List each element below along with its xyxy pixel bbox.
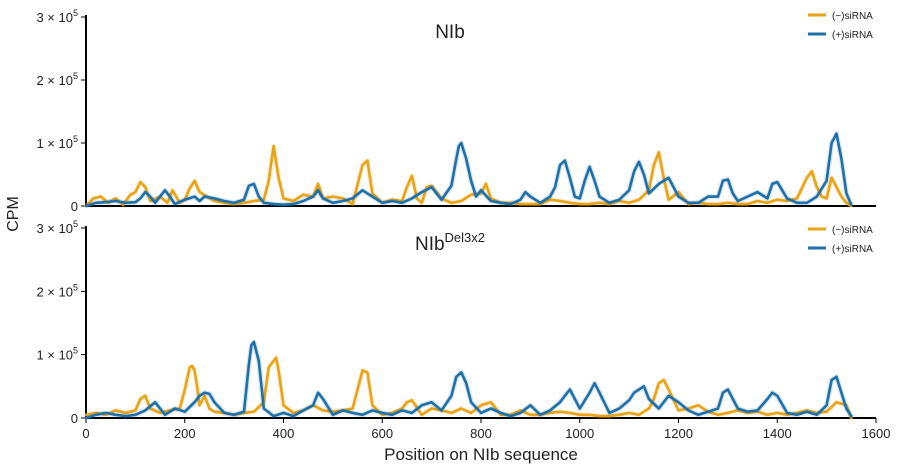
y-tick-label: 0 [71,199,78,214]
x-tick-label: 200 [174,426,196,441]
legend-label: (+)siRNA [832,244,873,255]
y-tick-label: 1 × 105 [36,346,78,363]
series-line-minus-sirna [84,356,853,420]
x-tick-label: 1400 [763,426,792,441]
x-tick-label: 600 [371,426,393,441]
legend-label: (+)siRNA [832,30,873,41]
series-line-plus-sirna [84,132,853,208]
panel-top: 0 1 × 105 2 × 105 3 × 105 NIb (−)siRNA (+)siRN… [36,8,876,214]
y-axis-label: CPM [5,196,22,232]
y-tick-label: 0 [71,411,78,426]
x-tick-label: 400 [273,426,295,441]
panel-bottom: 0 1 × 105 2 × 105 3 × 105 0 200 400 600 800 1000 1… [36,219,890,441]
x-tick-label: 1600 [862,426,891,441]
y-tick-label: 3 × 105 [36,219,78,236]
panel-title: NIbDel3x2 [415,230,485,255]
y-tick-label: 3 × 105 [36,8,78,25]
y-tick-label: 1 × 105 [36,134,78,151]
legend-label: (−)siRNA [832,225,873,236]
legend-label: (−)siRNA [832,11,873,22]
x-tick-label: 1000 [565,426,594,441]
x-tick-label: 1200 [664,426,693,441]
x-axis-label: Position on NIb sequence [384,445,578,464]
x-tick-label: 800 [470,426,492,441]
y-tick-label: 2 × 105 [36,282,78,299]
series-line-plus-sirna [84,340,853,420]
x-tick-label: 0 [82,426,89,441]
y-tick-label: 2 × 105 [36,71,78,88]
panel-title: NIb [435,22,465,43]
